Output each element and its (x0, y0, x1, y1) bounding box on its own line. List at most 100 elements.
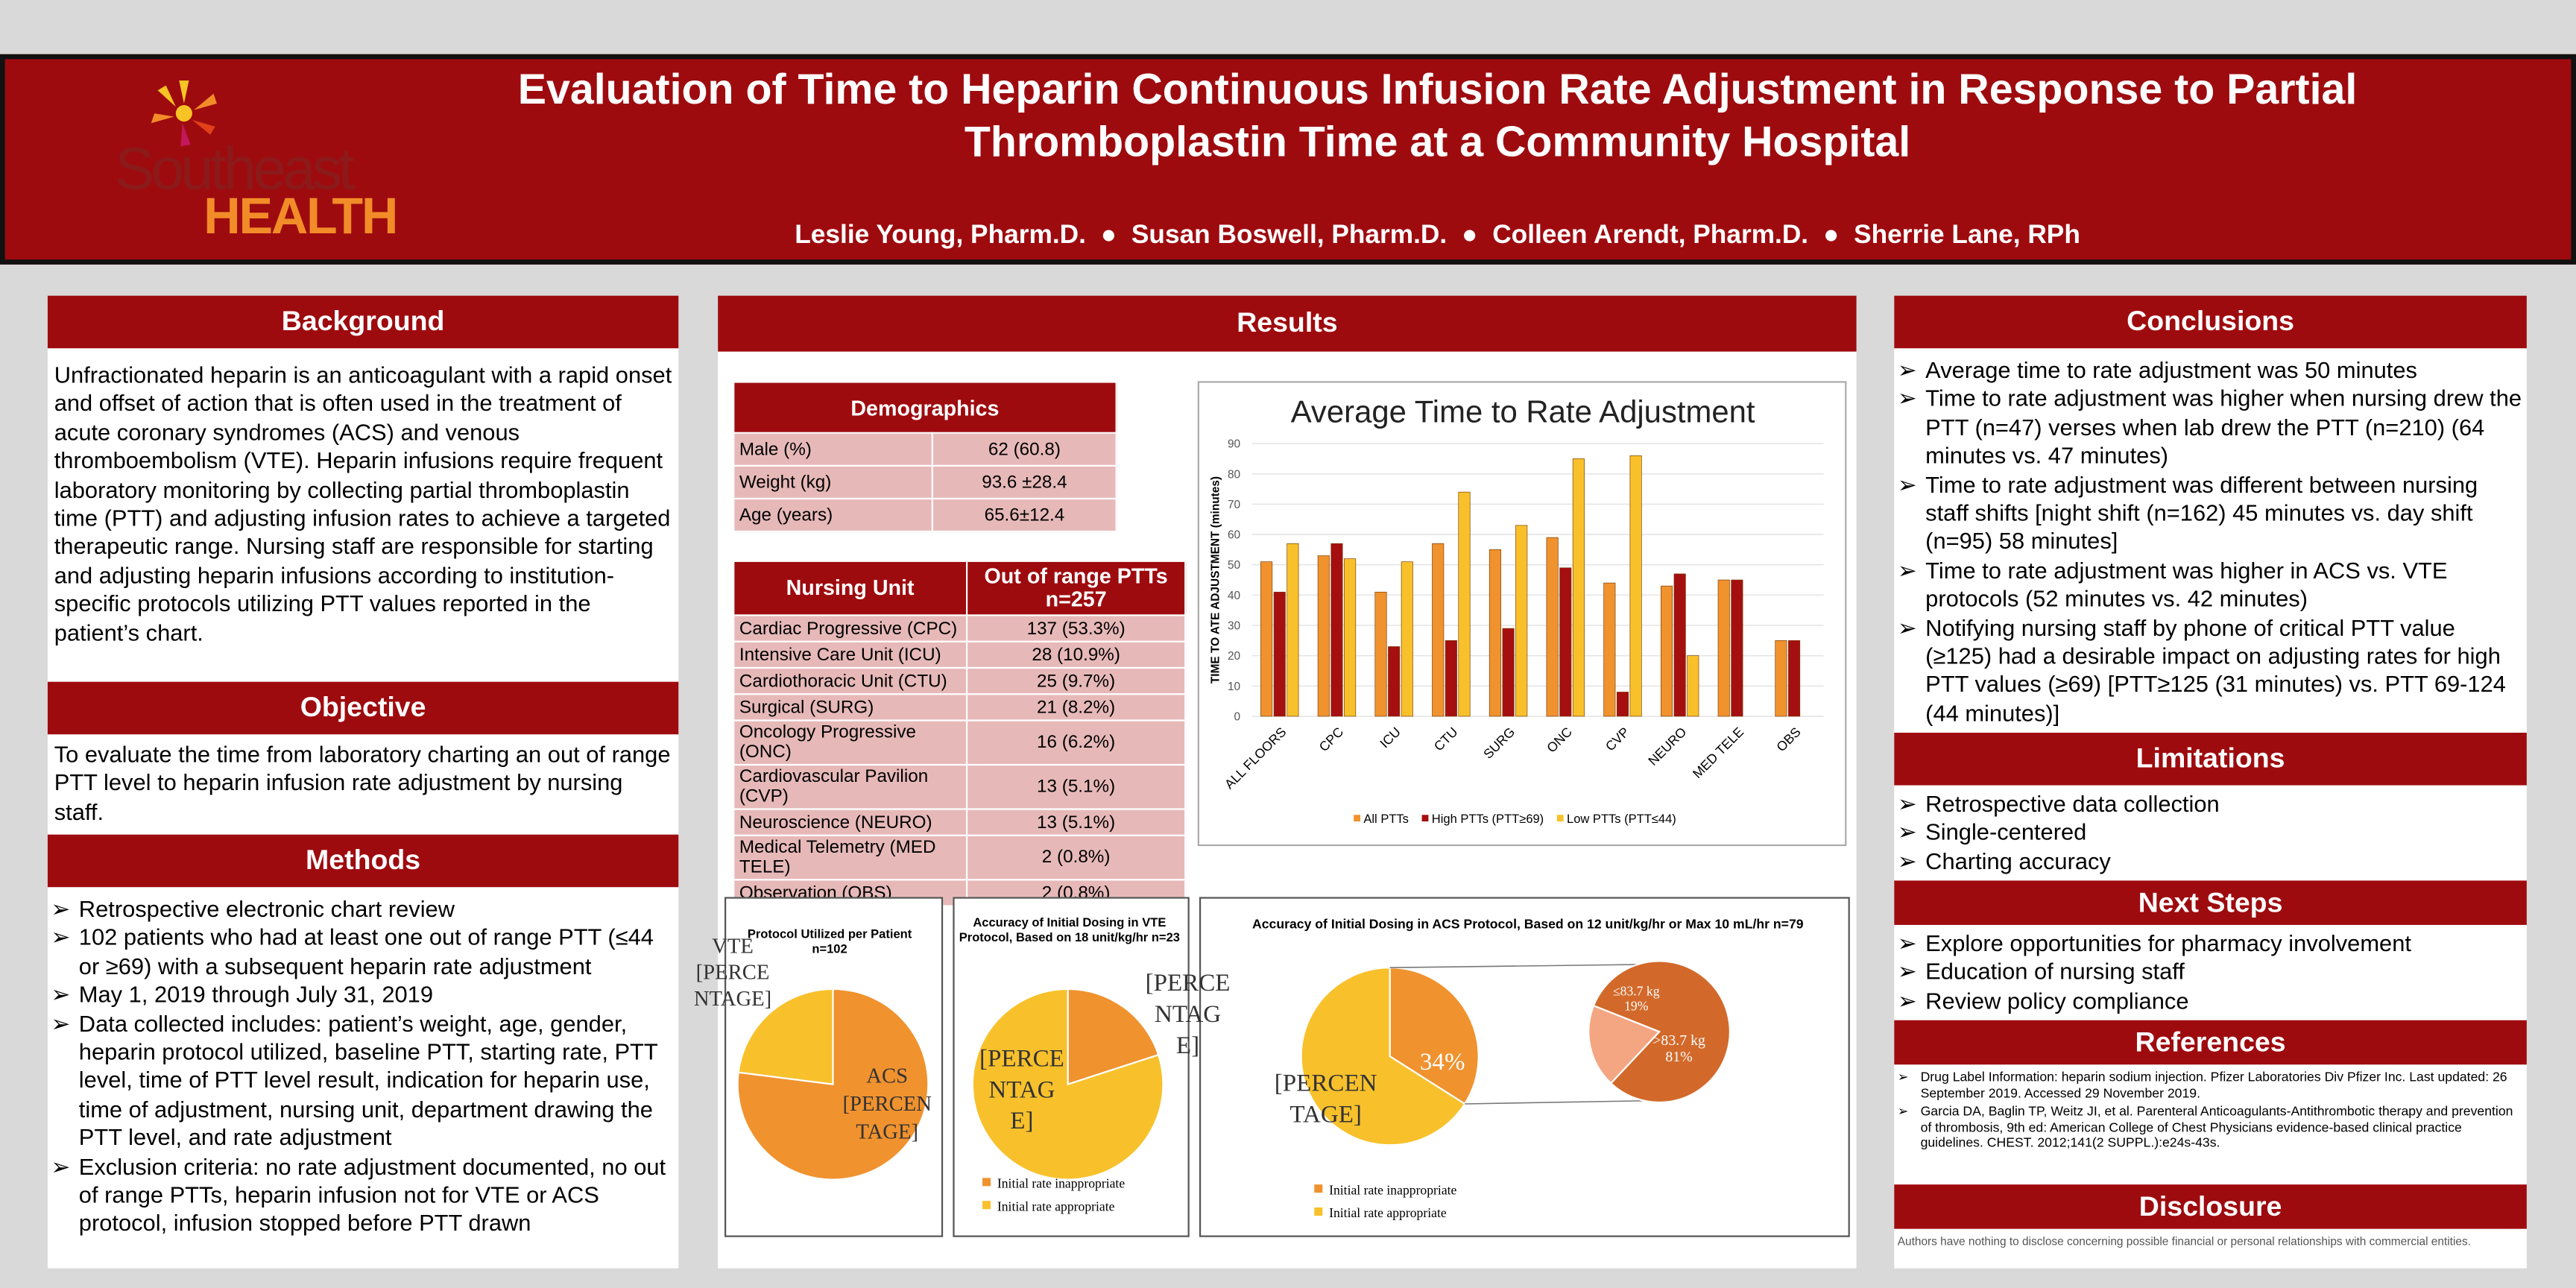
list-item: Education of nursing staff (1894, 959, 2527, 988)
list-item: Time to rate adjustment was higher when … (1894, 385, 2527, 471)
bar (1687, 655, 1699, 717)
bar (1660, 585, 1673, 717)
table-row: Oncology Progressive (ONC) 16 (6.2%) (733, 719, 1187, 766)
pie-slice (1067, 988, 1160, 1086)
bar (1445, 640, 1457, 717)
pie-slice (1300, 967, 1466, 1146)
table-row: Weight (kg) 93.6 ±28.4 (733, 464, 1117, 500)
table-header: Demographics (733, 381, 1117, 434)
section-heading: Results (718, 295, 1857, 352)
y-tick-label: 90 (1228, 438, 1240, 451)
value-label: >83.7 kg 81% (1652, 1032, 1705, 1065)
y-tick-label: 60 (1228, 529, 1240, 542)
table-header: Out of range PTTs n=257 (965, 560, 1187, 616)
label-part: 19% (1624, 999, 1649, 1014)
bar (1629, 455, 1642, 717)
category-label: VTE (712, 932, 754, 958)
pie-slice (736, 988, 929, 1181)
connector (1389, 964, 1650, 968)
legend-swatch (1421, 815, 1429, 822)
bar (1344, 558, 1357, 717)
legend-swatch (1314, 1207, 1323, 1216)
x-tick-label: ONC (1544, 724, 1575, 756)
table-cell: 28 (10.9%) (965, 640, 1187, 669)
label-part: >83.7 kg (1652, 1032, 1705, 1049)
section-heading: Conclusions (1894, 295, 2527, 349)
x-tick-label: SURG (1480, 724, 1518, 762)
section-heading: References (1894, 1020, 2527, 1065)
bar (1374, 591, 1387, 717)
value-label: [PERCENTAGE] (979, 1046, 1064, 1136)
list-item: Data collected includes: patient’s weigh… (48, 1010, 678, 1153)
methods-list: Retrospective electronic chart review102… (48, 895, 678, 1238)
section-heading: Objective (47, 681, 679, 735)
separator: ● (1100, 221, 1117, 250)
disclosure-text: Authors have nothing to disclose concern… (1897, 1237, 2472, 1249)
header-band (0, 54, 2576, 265)
list-item: Time to rate adjustment was different be… (1894, 471, 2527, 557)
separator: ● (1462, 221, 1478, 250)
logo-text: HEALTH (203, 187, 398, 245)
y-tick-label: 30 (1228, 620, 1240, 633)
list-item: Exclusion criteria: no rate adjustment d… (48, 1153, 678, 1239)
chart-title: Average Time to Rate Adjustment (1291, 394, 1755, 429)
table-row: Demographics (733, 381, 1117, 434)
list-item: May 1, 2019 through July 31, 2019 (48, 981, 678, 1010)
table-row: Male (%) 62 (60.8) (733, 432, 1117, 467)
author: Leslie Young, Pharm.D. (795, 221, 1086, 250)
bar (1559, 567, 1572, 717)
table-cell: Medical Telemetry (MED TELE) (733, 834, 968, 881)
pie-slice (1592, 960, 1731, 1104)
list-item: Average time to rate adjustment was 50 m… (1894, 356, 2527, 385)
list-item: Notifying nursing staff by phone of crit… (1894, 614, 2527, 728)
references-list: Drug Label Information: heparin sodium i… (1898, 1070, 2522, 1155)
value-label: [PERCENTAGE] (842, 1090, 932, 1144)
separator: ● (1822, 221, 1840, 250)
list-item: Review policy compliance (1894, 987, 2527, 1016)
poster-title: Evaluation of Time to Heparin Continuous… (517, 63, 2358, 166)
label-part: ≤83.7 kg (1613, 984, 1660, 999)
table-cell: Neuroscience (NEURO) (733, 808, 968, 836)
bar (1458, 491, 1471, 717)
bar (1572, 458, 1585, 717)
pie-slice (971, 988, 1164, 1181)
list-item: Time to rate adjustment was higher in AC… (1894, 557, 2527, 614)
x-tick-label: NEURO (1645, 724, 1689, 768)
y-tick-label: 80 (1228, 468, 1240, 481)
legend-label: Low PTTs (PTT≤44) (1567, 812, 1676, 826)
nursing-unit-table: Nursing Unit Out of range PTTs n=257 Cardi… (733, 560, 1187, 907)
table-cell: Intensive Care Unit (ICU) (733, 640, 968, 669)
section-heading: Methods (47, 834, 679, 888)
next-steps-list: Explore opportunities for pharmacy invol… (1894, 930, 2527, 1017)
table-row: Neuroscience (NEURO) 13 (5.1%) (733, 808, 1187, 836)
logo-icon (151, 80, 217, 147)
bar (1717, 579, 1730, 717)
table-cell: 62 (60.8) (932, 432, 1117, 467)
list-item: Single-centered (1894, 819, 2527, 848)
list-item: 102 patients who had at least one out of… (48, 924, 678, 982)
table-cell: 65.6±12.4 (932, 497, 1117, 533)
list-item: Charting accuracy (1894, 847, 2527, 877)
value-label: 34% (1420, 1049, 1465, 1076)
section-heading: Disclosure (1894, 1184, 2527, 1229)
bar (1260, 561, 1273, 717)
axis-label: TIME TO ATE ADJUSTMENT (minutes) (1209, 476, 1222, 684)
legend-swatch (1556, 815, 1564, 822)
table-cell: 93.6 ±28.4 (932, 464, 1117, 500)
bar (1502, 628, 1515, 717)
pie-slice (1588, 1004, 1661, 1085)
author: Sherrie Lane, RPh (1854, 221, 2080, 250)
table-row: Intensive Care Unit (ICU) 28 (10.9%) (733, 640, 1187, 669)
connector (1465, 1099, 1647, 1105)
table-cell: Male (%) (733, 432, 934, 467)
chart-title: Accuracy of Initial Dosing in VTE Protoc… (959, 916, 1180, 944)
demographics-table: Demographics Male (%) 62 (60.8) Weight (kg)… (733, 381, 1117, 533)
section-heading: Background (47, 295, 679, 349)
data-label: VTE [PERCENTAGE] (690, 933, 776, 1012)
conclusions-list: Average time to rate adjustment was 50 m… (1894, 356, 2527, 728)
legend-label: Initial rate inappropriate (1329, 1182, 1456, 1197)
table-cell: 137 (53.3%) (965, 614, 1187, 643)
bar (1317, 555, 1330, 717)
